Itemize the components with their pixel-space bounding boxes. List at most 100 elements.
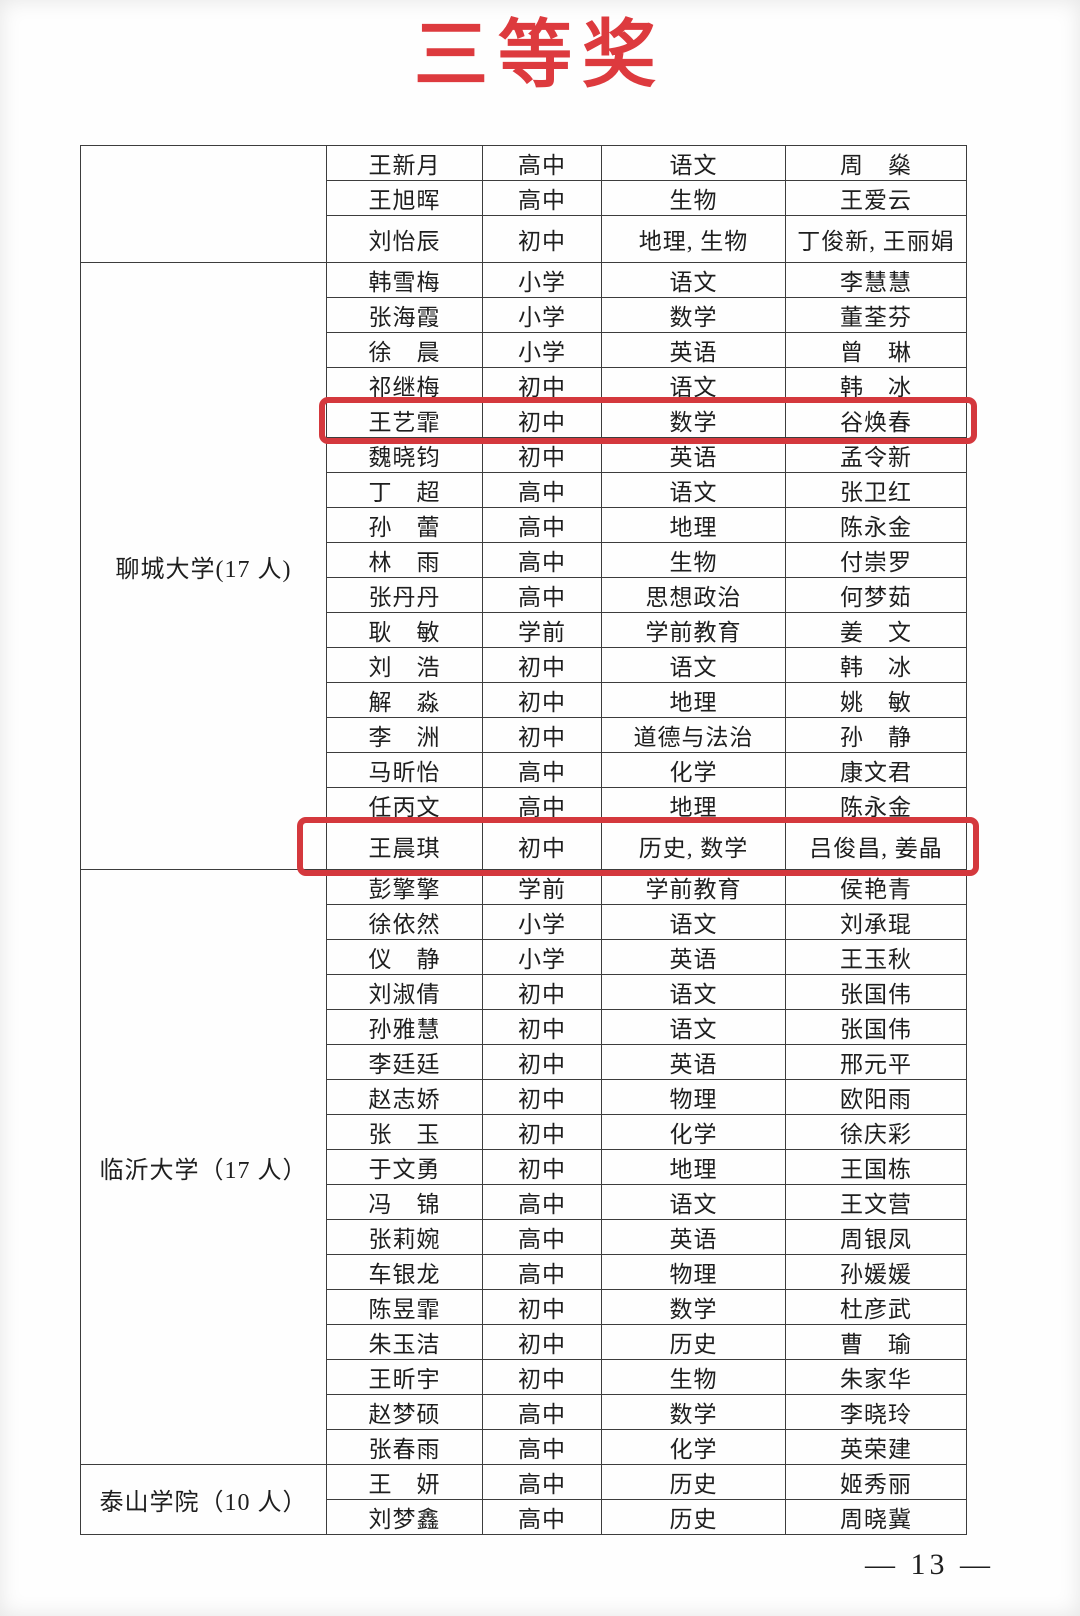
table-row: 刘梦鑫 高中 历史 周晓冀 bbox=[81, 1499, 967, 1535]
table-row: 仪 静小学 英语 王玉秋 bbox=[81, 939, 967, 975]
name-cell: 李 洲 bbox=[326, 717, 483, 753]
subject-cell: 化学 bbox=[601, 1114, 786, 1150]
level-cell: 初中 bbox=[482, 974, 602, 1010]
level-cell: 高中 bbox=[482, 472, 602, 508]
name-cell: 王艺霏 bbox=[326, 402, 483, 438]
level-cell: 初中 bbox=[482, 1324, 602, 1360]
name-cell: 赵志娇 bbox=[326, 1079, 483, 1115]
name-cell: 孙 蕾 bbox=[326, 507, 483, 543]
name-cell: 刘淑倩 bbox=[326, 974, 483, 1010]
advisor-cell: 何梦茹 bbox=[785, 577, 967, 613]
advisor-cell: 孟令新 bbox=[785, 437, 967, 473]
table-row: 马昕怡 高中 化学 康文君 bbox=[81, 752, 967, 788]
subject-cell: 地理 bbox=[601, 787, 786, 823]
level-cell: 高中 bbox=[482, 787, 602, 823]
name-cell: 王晨琪 bbox=[326, 822, 483, 870]
subject-cell: 历史 bbox=[601, 1499, 786, 1535]
advisor-cell: 曾 琳 bbox=[785, 332, 967, 368]
advisor-cell: 曹 瑜 bbox=[785, 1324, 967, 1360]
advisor-cell: 张国伟 bbox=[785, 1009, 967, 1045]
level-cell: 初中 bbox=[482, 1079, 602, 1115]
level-cell: 初中 bbox=[482, 647, 602, 683]
level-cell: 初中 bbox=[482, 1009, 602, 1045]
subject-cell: 化学 bbox=[601, 752, 786, 788]
advisor-cell: 陈永金 bbox=[785, 507, 967, 543]
name-cell: 仪 静 bbox=[326, 939, 483, 975]
advisor-cell: 王玉秋 bbox=[785, 939, 967, 975]
subject-cell: 思想政治 bbox=[601, 577, 786, 613]
name-cell: 韩雪梅 bbox=[326, 262, 483, 298]
subject-cell: 英语 bbox=[601, 332, 786, 368]
table-row: 陈昱霏 初中 数学 杜彦武 bbox=[81, 1289, 967, 1325]
advisor-cell: 李晓玲 bbox=[785, 1394, 967, 1430]
advisor-cell: 邢元平 bbox=[785, 1044, 967, 1080]
table-row: 冯 锦高中 语文 王文营 bbox=[81, 1184, 967, 1220]
table-row: 徐依然 小学 语文 刘承琨 bbox=[81, 904, 967, 940]
level-cell: 初中 bbox=[482, 822, 602, 870]
name-cell: 林 雨 bbox=[326, 542, 483, 578]
table-row: 于文勇 初中 地理 王国栋 bbox=[81, 1149, 967, 1185]
table-row: 张丹丹 高中 思想政治 何梦茹 bbox=[81, 577, 967, 613]
name-cell: 刘怡辰 bbox=[326, 215, 483, 263]
name-cell: 王昕宇 bbox=[326, 1359, 483, 1395]
subject-cell: 物理 bbox=[601, 1079, 786, 1115]
name-cell: 王新月 bbox=[326, 145, 483, 181]
level-cell: 初中 bbox=[482, 1359, 602, 1395]
level-cell: 高中 bbox=[482, 1429, 602, 1465]
page-number: — 13 — bbox=[865, 1548, 994, 1581]
university-cell: 临沂大学（17 人） bbox=[80, 869, 327, 1465]
advisor-cell: 英荣建 bbox=[785, 1429, 967, 1465]
subject-cell: 地理 bbox=[601, 682, 786, 718]
subject-cell: 地理 bbox=[601, 1149, 786, 1185]
table-row: 张海霞 小学 数学 董荃芬 bbox=[81, 297, 967, 333]
name-cell: 朱玉洁 bbox=[326, 1324, 483, 1360]
advisor-cell: 姬秀丽 bbox=[785, 1464, 967, 1500]
name-cell: 陈昱霏 bbox=[326, 1289, 483, 1325]
subject-cell: 历史 bbox=[601, 1464, 786, 1500]
table-row: 张莉婉 高中 英语 周银凤 bbox=[81, 1219, 967, 1255]
level-cell: 初中 bbox=[482, 367, 602, 403]
advisor-cell: 吕俊昌, 姜晶 bbox=[785, 822, 967, 870]
advisor-cell: 陈永金 bbox=[785, 787, 967, 823]
advisor-cell: 丁俊新, 王丽娟 bbox=[785, 215, 967, 263]
level-cell: 高中 bbox=[482, 542, 602, 578]
level-cell: 高中 bbox=[482, 1464, 602, 1500]
level-cell: 小学 bbox=[482, 332, 602, 368]
advisor-cell: 康文君 bbox=[785, 752, 967, 788]
advisor-cell: 孙 静 bbox=[785, 717, 967, 753]
level-cell: 学前 bbox=[482, 869, 602, 905]
subject-cell: 道德与法治 bbox=[601, 717, 786, 753]
name-cell: 于文勇 bbox=[326, 1149, 483, 1185]
subject-cell: 历史, 数学 bbox=[601, 822, 786, 870]
level-cell: 初中 bbox=[482, 1149, 602, 1185]
subject-cell: 语文 bbox=[601, 367, 786, 403]
level-cell: 小学 bbox=[482, 939, 602, 975]
subject-cell: 地理, 生物 bbox=[601, 215, 786, 263]
name-cell: 任丙文 bbox=[326, 787, 483, 823]
name-cell: 车银龙 bbox=[326, 1254, 483, 1290]
subject-cell: 数学 bbox=[601, 1289, 786, 1325]
subject-cell: 学前教育 bbox=[601, 869, 786, 905]
advisor-cell: 韩 冰 bbox=[785, 367, 967, 403]
level-cell: 高中 bbox=[482, 1394, 602, 1430]
table-row: 聊城大学(17 人) 韩雪梅 小学 语文 李慧慧 bbox=[80, 262, 967, 870]
table-row: 王艺霏 初中 数学 谷焕春 bbox=[81, 402, 967, 438]
level-cell: 高中 bbox=[482, 1184, 602, 1220]
advisor-cell: 侯艳青 bbox=[785, 869, 967, 905]
subject-cell: 数学 bbox=[601, 1394, 786, 1430]
table-row: 临沂大学（17 人） 彭擎擎 学前 学前教育 侯艳青 bbox=[80, 869, 967, 1465]
subject-cell: 语文 bbox=[601, 472, 786, 508]
advisor-cell: 王爱云 bbox=[785, 180, 967, 216]
table-row: 李 洲初中 道德与法治孙 静 bbox=[81, 717, 967, 753]
advisor-cell: 张卫红 bbox=[785, 472, 967, 508]
level-cell: 初中 bbox=[482, 437, 602, 473]
advisor-cell: 周银凤 bbox=[785, 1219, 967, 1255]
university-cell: 聊城大学(17 人) bbox=[80, 262, 327, 870]
table-row: 孙 蕾高中 地理 陈永金 bbox=[81, 507, 967, 543]
name-cell: 张莉婉 bbox=[326, 1219, 483, 1255]
advisor-cell: 徐庆彩 bbox=[785, 1114, 967, 1150]
advisor-cell: 杜彦武 bbox=[785, 1289, 967, 1325]
level-cell: 初中 bbox=[482, 1044, 602, 1080]
level-cell: 高中 bbox=[482, 1254, 602, 1290]
